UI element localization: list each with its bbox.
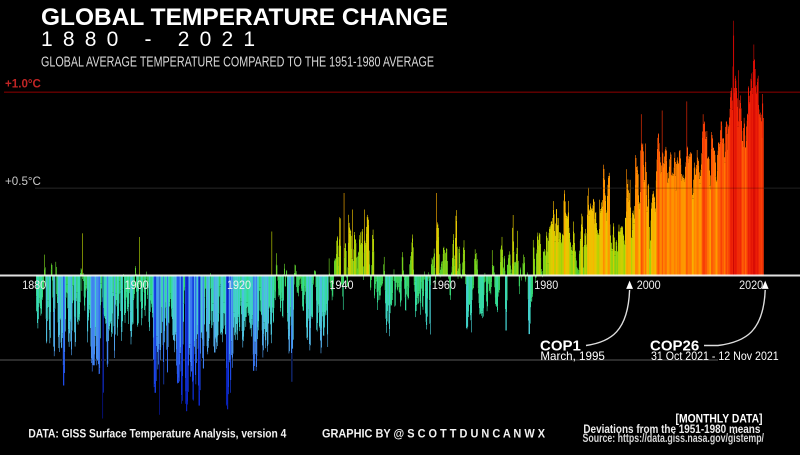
svg-text:Source: https://data.giss.nasa: Source: https://data.giss.nasa.gov/giste… bbox=[583, 433, 765, 445]
svg-text:GLOBAL TEMPERATURE CHANGE: GLOBAL TEMPERATURE CHANGE bbox=[41, 4, 448, 31]
svg-text:1960: 1960 bbox=[432, 278, 456, 292]
svg-text:DATA: GISS Surface Temperature: DATA: GISS Surface Temperature Analysis,… bbox=[28, 427, 286, 441]
svg-text:1880: 1880 bbox=[22, 278, 46, 292]
svg-text:1980: 1980 bbox=[534, 278, 558, 292]
svg-text:+1.0°C: +1.0°C bbox=[5, 78, 42, 91]
svg-text:GLOBAL AVERAGE TEMPERATURE COM: GLOBAL AVERAGE TEMPERATURE COMPARED TO T… bbox=[41, 55, 434, 71]
svg-text:1920: 1920 bbox=[227, 278, 251, 292]
svg-text:2000: 2000 bbox=[637, 278, 661, 292]
svg-text:1880 - 2021: 1880 - 2021 bbox=[41, 28, 255, 51]
svg-text:31 Oct 2021 - 12 Nov 2021: 31 Oct 2021 - 12 Nov 2021 bbox=[651, 350, 779, 363]
svg-text:1940: 1940 bbox=[330, 278, 354, 292]
svg-text:+0.5°C: +0.5°C bbox=[5, 175, 41, 188]
svg-text:2020: 2020 bbox=[739, 278, 763, 292]
svg-text:GRAPHIC BY @ S C O T T D U N C: GRAPHIC BY @ S C O T T D U N C A N W X bbox=[322, 427, 545, 441]
svg-text:1900: 1900 bbox=[125, 278, 149, 292]
svg-text:March, 1995: March, 1995 bbox=[540, 350, 604, 363]
